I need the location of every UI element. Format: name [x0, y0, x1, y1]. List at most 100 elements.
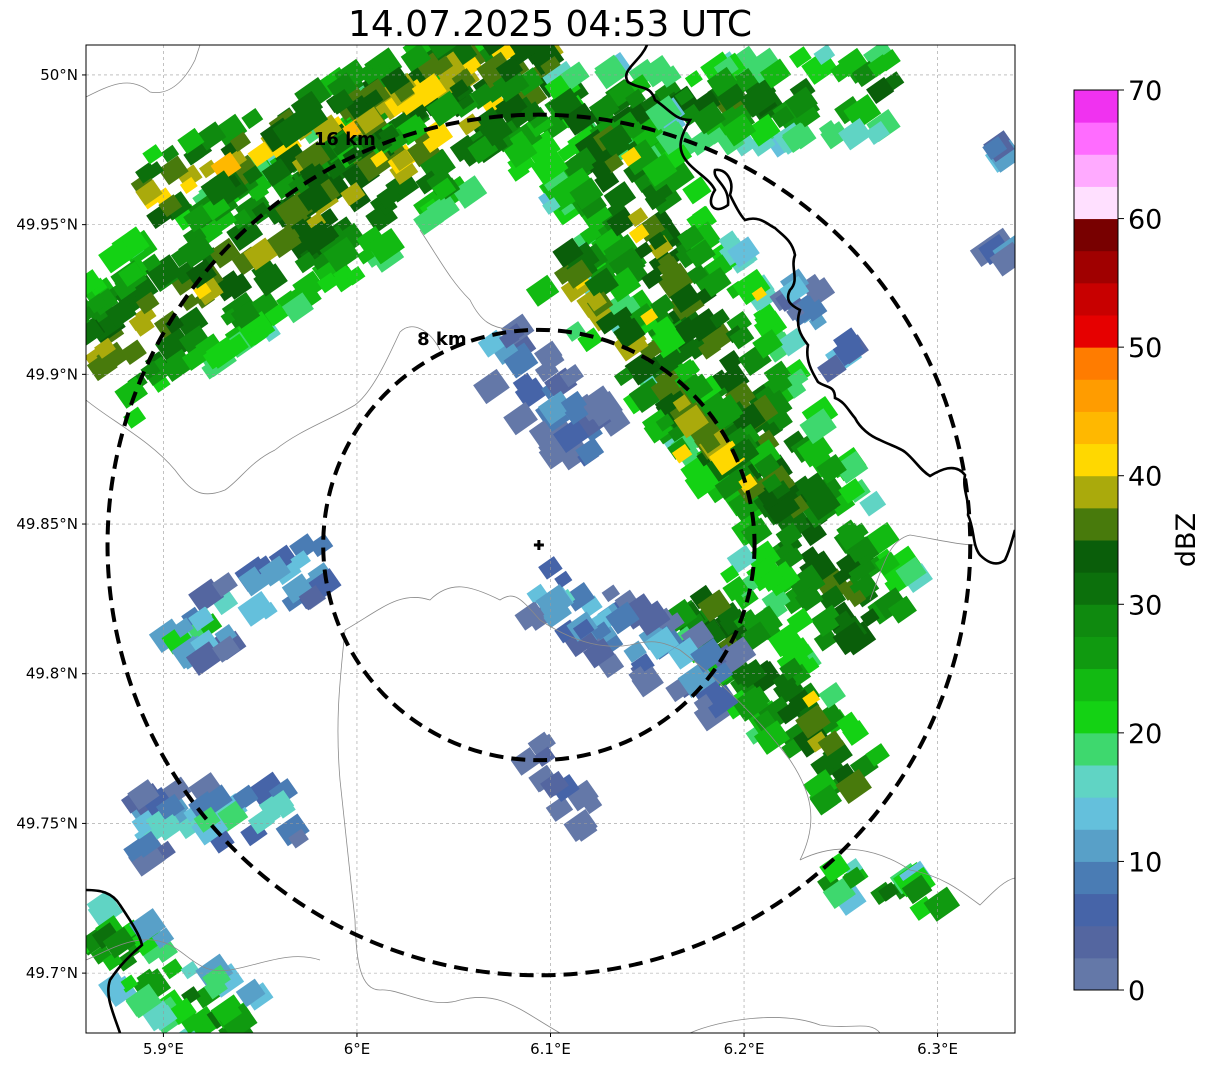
- reflectivity-cell: [685, 239, 716, 269]
- reflectivity-cell: [834, 884, 867, 916]
- reflectivity-cell: [345, 265, 366, 286]
- reflectivity-cell: [781, 122, 814, 154]
- reflectivity-cell: [817, 354, 847, 383]
- reflectivity-cell: [210, 152, 242, 182]
- reflectivity-cell: [802, 769, 839, 803]
- reflectivity-cell: [715, 80, 747, 111]
- reflectivity-cell: [193, 281, 212, 300]
- reflectivity-cell: [462, 11, 495, 43]
- reflectivity-cell: [625, 88, 647, 109]
- reflectivity-cell: [491, 2, 527, 37]
- reflectivity-cell: [810, 604, 845, 637]
- reflectivity-cell: [125, 983, 162, 1019]
- reflectivity-cell: [188, 772, 224, 806]
- colorbar-swatch: [1074, 540, 1118, 573]
- reflectivity-cell: [200, 170, 238, 206]
- range-ring-8km: [321, 327, 757, 763]
- reflectivity-cell: [263, 789, 295, 820]
- colorbar-swatch: [1074, 443, 1118, 477]
- colorbar-swatch: [1074, 829, 1118, 862]
- reflectivity-cell: [605, 601, 640, 635]
- reflectivity-cell: [773, 411, 793, 431]
- colorbar-swatch: [1074, 347, 1118, 380]
- reflectivity-cell: [525, 274, 560, 307]
- reflectivity-cell: [987, 139, 1015, 173]
- reflectivity-cell: [745, 47, 784, 84]
- reflectivity-cell: [458, 45, 481, 47]
- reflectivity-cell: [560, 390, 588, 417]
- reflectivity-core-cell: [640, 308, 659, 326]
- reflectivity-cell: [151, 374, 171, 393]
- reflectivity-cell: [180, 293, 199, 312]
- reflectivity-cell: [564, 401, 589, 425]
- reflectivity-cell: [799, 408, 837, 445]
- reflectivity-cell: [196, 613, 223, 639]
- reflectivity-cell: [155, 327, 193, 364]
- reflectivity-cell: [333, 265, 353, 285]
- reflectivity-cell: [835, 768, 872, 804]
- reflectivity-cell: [606, 207, 637, 237]
- reflectivity-cell: [805, 486, 841, 521]
- reflectivity-cell: [242, 165, 263, 185]
- reflectivity-cell: [528, 45, 565, 76]
- reflectivity-cell: [848, 589, 867, 608]
- reflectivity-cell: [127, 779, 160, 811]
- reflectivity-cell: [761, 473, 783, 494]
- reflectivity-cell: [297, 182, 329, 212]
- reflectivity-cell: [98, 239, 134, 274]
- reflectivity-cell: [452, 175, 488, 209]
- reflectivity-cell: [559, 364, 584, 388]
- reflectivity-core-cell: [802, 690, 821, 708]
- reflectivity-cell: [183, 203, 213, 233]
- reflectivity-cell: [449, 79, 470, 99]
- reflectivity-cell: [815, 453, 847, 484]
- reflectivity-cell: [213, 998, 243, 1026]
- reflectivity-cell: [247, 141, 274, 167]
- colorbar-swatch: [1074, 636, 1118, 670]
- reflectivity-cell: [878, 881, 899, 902]
- reflectivity-cell: [178, 232, 215, 268]
- reflectivity-cell: [726, 544, 757, 574]
- reflectivity-cell: [807, 731, 830, 753]
- reflectivity-cell: [250, 290, 279, 319]
- reflectivity-cell: [832, 621, 868, 656]
- reflectivity-cell: [664, 612, 685, 632]
- reflectivity-cell: [247, 324, 269, 346]
- reflectivity-cell: [281, 292, 314, 324]
- regional-border-line: [86, 939, 321, 972]
- reflectivity-cell: [86, 348, 103, 366]
- reflectivity-cell: [650, 293, 675, 318]
- reflectivity-cell: [476, 51, 515, 89]
- reflectivity-cell: [700, 434, 721, 454]
- reflectivity-cell: [787, 564, 826, 602]
- reflectivity-cell: [154, 814, 183, 841]
- reflectivity-cell: [562, 259, 593, 289]
- reflectivity-cell: [722, 575, 750, 602]
- colorbar-swatch: [1074, 700, 1118, 734]
- reflectivity-cell: [834, 610, 853, 628]
- reflectivity-cell: [105, 297, 137, 329]
- reflectivity-cell: [313, 224, 352, 262]
- reflectivity-cell: [45, 278, 79, 311]
- reflectivity-cell: [259, 601, 278, 620]
- reflectivity-cell: [102, 926, 136, 959]
- reflectivity-cell: [786, 380, 807, 399]
- reflectivity-cell: [86, 891, 117, 920]
- reflectivity-cell: [512, 17, 530, 35]
- reflectivity-cell: [86, 269, 103, 297]
- reflectivity-cell: [157, 155, 189, 186]
- regional-borders: [86, 45, 1015, 1033]
- reflectivity-cell: [495, 56, 524, 83]
- reflectivity-cell: [150, 1004, 178, 1031]
- reflectivity-cell: [598, 653, 625, 679]
- reflectivity-cell: [135, 291, 160, 315]
- reflectivity-cell: [158, 194, 183, 218]
- reflectivity-cell: [142, 253, 162, 273]
- reflectivity-cell: [114, 376, 148, 409]
- reflectivity-cell: [656, 262, 694, 299]
- reflectivity-cell: [562, 102, 598, 136]
- reflectivity-cell: [281, 573, 314, 604]
- regional-border-line: [869, 534, 976, 601]
- reflectivity-cell: [557, 442, 581, 465]
- regional-border-line: [799, 848, 1015, 906]
